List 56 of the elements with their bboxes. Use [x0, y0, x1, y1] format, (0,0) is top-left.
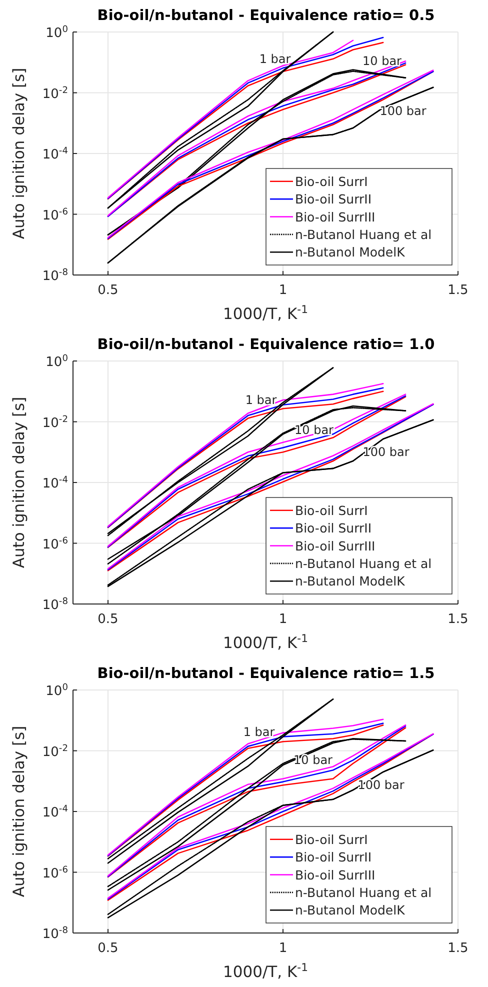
legend-label: Bio-oil SurrI [295, 832, 368, 847]
y-tick-label: 10$^{0}$ [46, 354, 68, 370]
annotation: 10 bar [294, 753, 333, 767]
x-tick-label: 1.5 [448, 283, 468, 298]
y-axis-title: Auto ignition delay [s] [10, 68, 28, 240]
legend-label: Bio-oil SurrI [295, 174, 368, 189]
legend-label: Bio-oil SurrII [295, 520, 372, 536]
legend-label: n-Butanol Huang et al [295, 556, 432, 571]
legend-label: n-Butanol ModelK [295, 244, 406, 260]
y-tick-label: 10$^{-2}$ [42, 414, 68, 431]
legend-label: Bio-oil SurrIII [295, 209, 376, 224]
annotation: 1 bar [243, 725, 275, 739]
chart-title: Bio-oil/n-butanol - Equivalence ratio= 1.0 [97, 337, 435, 353]
y-axis-title: Auto ignition delay [s] [10, 396, 28, 568]
x-tick-label: 0.5 [98, 941, 118, 956]
y-tick-label: 10$^{-8}$ [42, 268, 68, 284]
y-tick-label: 10$^{-4}$ [42, 146, 68, 162]
y-tick-label: 10$^{-6}$ [42, 207, 68, 224]
y-tick-label: 10$^{-2}$ [42, 86, 68, 102]
x-tick-label: 0.5 [98, 612, 118, 627]
x-tick-label: 0.5 [98, 283, 118, 298]
legend-label: Bio-oil SurrIII [295, 867, 376, 882]
x-tick-label: 1.5 [448, 612, 468, 627]
x-tick-label: 1.5 [448, 941, 468, 956]
legend-label: Bio-oil SurrI [295, 502, 368, 518]
annotation: 100 bar [362, 445, 410, 459]
x-tick-label: 1 [278, 941, 288, 956]
x-axis-title: 1000/T, K$^{-1}$ [223, 632, 308, 652]
chart-title: Bio-oil/n-butanol - Equivalence ratio= 1.5 [97, 666, 435, 682]
chart-title: Bio-oil/n-butanol - Equivalence ratio= 0.5 [97, 8, 435, 24]
x-tick-label: 1 [278, 283, 288, 298]
legend-label: n-Butanol ModelK [295, 902, 406, 918]
legend-label: Bio-oil SurrIII [295, 538, 376, 554]
legend-label: n-Butanol ModelK [295, 574, 406, 589]
legend-label: Bio-oil SurrII [295, 850, 372, 865]
x-axis-title: 1000/T, K$^{-1}$ [223, 960, 308, 981]
x-axis-title: 1000/T, K$^{-1}$ [223, 302, 308, 323]
annotation: 10 bar [362, 54, 402, 68]
y-tick-label: 10$^{-6}$ [42, 536, 68, 552]
x-tick-label: 1 [278, 612, 288, 627]
annotation: 1 bar [245, 393, 277, 407]
y-tick-label: 10$^{-4}$ [42, 476, 68, 492]
annotation: 100 bar [358, 778, 404, 792]
annotation: 100 bar [380, 104, 426, 118]
y-tick-label: 10$^{0}$ [46, 25, 68, 41]
y-tick-label: 10$^{0}$ [46, 683, 68, 699]
y-axis-title: Auto ignition delay [s] [10, 726, 28, 898]
y-tick-label: 10$^{-8}$ [42, 926, 68, 942]
y-tick-label: 10$^{-4}$ [42, 804, 68, 820]
legend-label: n-Butanol Huang et al [295, 884, 432, 900]
y-tick-label: 10$^{-2}$ [42, 744, 68, 760]
y-tick-label: 10$^{-6}$ [42, 865, 68, 882]
legend-label: n-Butanol Huang et al [295, 226, 432, 242]
legend-label: Bio-oil SurrII [295, 192, 372, 207]
annotation: 1 bar [259, 52, 291, 66]
y-tick-label: 10$^{-8}$ [42, 597, 68, 613]
